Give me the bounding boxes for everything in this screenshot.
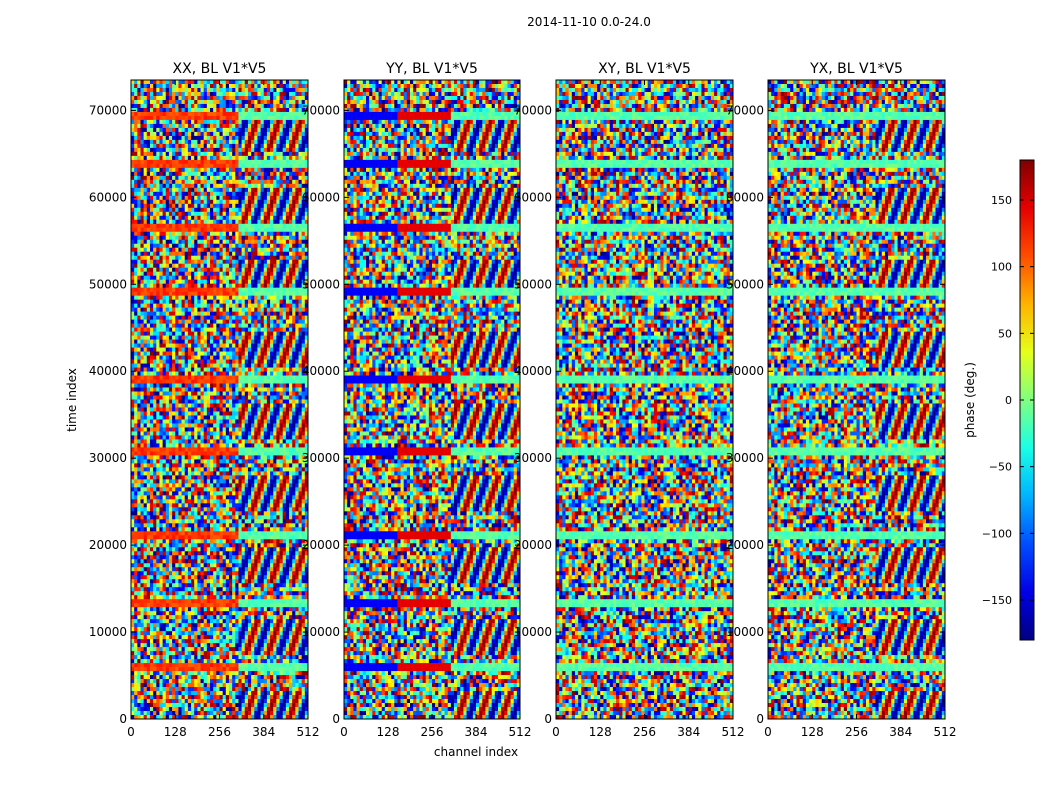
y-tick-label: 50000 xyxy=(302,277,340,291)
y-tick-label: 70000 xyxy=(726,103,764,117)
y-tick-label: 30000 xyxy=(726,451,764,465)
y-tick-label: 20000 xyxy=(514,538,552,552)
y-axis-label: time index xyxy=(65,368,79,432)
heatmap-image xyxy=(768,80,945,719)
x-tick-label: 384 xyxy=(677,725,700,739)
x-tick-label: 0 xyxy=(127,725,135,739)
colorbar-tick-label: −50 xyxy=(989,461,1012,474)
y-tick-label: 10000 xyxy=(89,625,127,639)
x-tick-label: 128 xyxy=(377,725,400,739)
x-tick-label: 512 xyxy=(509,725,532,739)
x-tick-label: 384 xyxy=(252,725,275,739)
y-tick-label: 40000 xyxy=(302,364,340,378)
x-tick-label: 512 xyxy=(722,725,745,739)
y-tick-label: 30000 xyxy=(89,451,127,465)
x-tick-label: 256 xyxy=(845,725,868,739)
heatmap-image xyxy=(131,80,308,719)
y-tick-label: 20000 xyxy=(89,538,127,552)
panel-title: XX, BL V1*V5 xyxy=(173,61,267,77)
heatmap-panel-2: YY, BL V1*V5 0 128 256 384 512 0 10000 20000 3000… xyxy=(302,61,532,739)
x-tick-label: 512 xyxy=(297,725,320,739)
x-tick-label: 0 xyxy=(340,725,348,739)
x-tick-label: 384 xyxy=(465,725,488,739)
y-tick-label: 0 xyxy=(332,712,340,726)
x-tick-label: 0 xyxy=(552,725,560,739)
y-tick-label: 40000 xyxy=(89,364,127,378)
heatmap-panel-1: XX, BL V1*V5 0 128 256 384 512 0 10000 20000 3000… xyxy=(89,61,320,739)
colorbar-tick-label: −150 xyxy=(982,594,1012,607)
colorbar-label: phase (deg.) xyxy=(963,362,977,438)
y-tick-label: 60000 xyxy=(514,190,552,204)
x-tick-label: 256 xyxy=(633,725,656,739)
y-tick-label: 30000 xyxy=(514,451,552,465)
y-tick-label: 60000 xyxy=(302,190,340,204)
heatmap-panel-4: YX, BL V1*V5 0 128 256 384 512 0 10000 20000 3000… xyxy=(726,61,957,739)
colorbar-tick-label: 100 xyxy=(991,261,1012,274)
y-tick-label: 0 xyxy=(119,712,127,726)
heatmap-panel-3: XY, BL V1*V5 0 128 256 384 512 0 10000 20000 3000… xyxy=(514,61,745,739)
x-tick-label: 256 xyxy=(208,725,231,739)
y-tick-label: 70000 xyxy=(302,103,340,117)
y-tick-label: 50000 xyxy=(89,277,127,291)
y-tick-label: 70000 xyxy=(514,103,552,117)
y-tick-label: 0 xyxy=(756,712,764,726)
figure-suptitle: 2014-11-10 0.0-24.0 xyxy=(527,15,651,29)
colorbar: 150 100 50 0 −50 −100 −150 xyxy=(982,160,1034,640)
y-tick-label: 60000 xyxy=(726,190,764,204)
y-tick-label: 0 xyxy=(544,712,552,726)
panel-title: YY, BL V1*V5 xyxy=(385,61,478,77)
heatmap-image xyxy=(344,80,520,719)
x-tick-label: 512 xyxy=(934,725,957,739)
x-tick-label: 128 xyxy=(164,725,187,739)
y-tick-label: 60000 xyxy=(89,190,127,204)
y-tick-label: 20000 xyxy=(302,538,340,552)
x-tick-label: 256 xyxy=(421,725,444,739)
y-tick-label: 10000 xyxy=(726,625,764,639)
y-tick-label: 50000 xyxy=(726,277,764,291)
panel-title: YX, BL V1*V5 xyxy=(809,61,903,77)
x-tick-label: 384 xyxy=(889,725,912,739)
colorbar-tick-label: 150 xyxy=(991,194,1012,207)
x-tick-label: 0 xyxy=(764,725,772,739)
y-tick-label: 10000 xyxy=(302,625,340,639)
colorbar-tick-label: −100 xyxy=(982,527,1012,540)
y-tick-label: 20000 xyxy=(726,538,764,552)
x-tick-label: 128 xyxy=(801,725,824,739)
colorbar-tick-label: 50 xyxy=(998,327,1012,340)
y-tick-label: 40000 xyxy=(514,364,552,378)
figure: 2014-11-10 0.0-24.0 channel index time i… xyxy=(0,0,1050,800)
y-tick-label: 10000 xyxy=(514,625,552,639)
panel-title: XY, BL V1*V5 xyxy=(598,61,691,77)
colorbar-tick-label: 0 xyxy=(1005,394,1012,407)
y-tick-label: 30000 xyxy=(302,451,340,465)
heatmap-image xyxy=(556,80,733,719)
y-tick-label: 50000 xyxy=(514,277,552,291)
x-axis-label: channel index xyxy=(434,745,518,759)
x-tick-label: 128 xyxy=(589,725,612,739)
y-tick-label: 40000 xyxy=(726,364,764,378)
y-tick-label: 70000 xyxy=(89,103,127,117)
